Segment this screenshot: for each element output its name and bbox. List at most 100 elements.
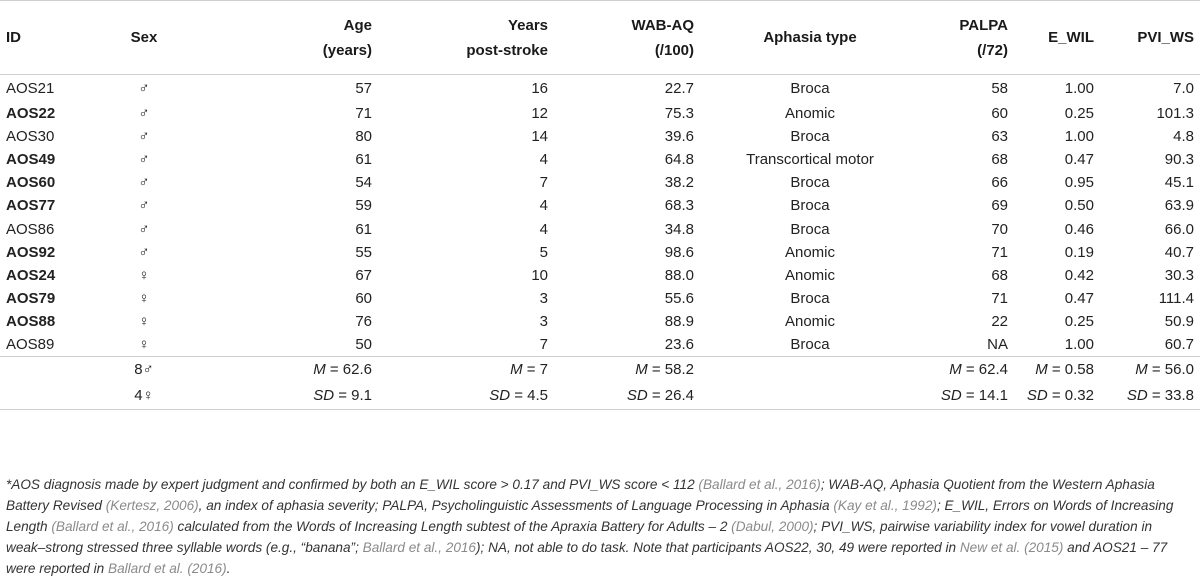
summary-wab-mean: M = 58.2 bbox=[635, 361, 694, 379]
table-row: AOS88 ♀ 76 3 88.9 Anomic 22 0.25 50.9 bbox=[0, 310, 1200, 333]
table-row: AOS86 ♂ 61 4 34.8 Broca 70 0.46 66.0 bbox=[0, 217, 1200, 240]
cell-wab-aq: 68.3 bbox=[664, 197, 694, 215]
summary-pvi-sd: SD = 33.8 bbox=[1126, 387, 1194, 405]
cell-wab-aq: 39.6 bbox=[664, 127, 694, 145]
cell-wab-aq: 88.0 bbox=[664, 266, 694, 284]
cell-e-wil: 0.47 bbox=[1064, 150, 1094, 168]
summary-female-count: 4♀ bbox=[134, 387, 154, 405]
cell-years-post-stroke: 12 bbox=[531, 104, 548, 122]
table-row: AOS30 ♂ 80 14 39.6 Broca 63 1.00 4.8 bbox=[0, 125, 1200, 148]
cell-pvi-ws: 45.1 bbox=[1164, 174, 1194, 192]
cell-wab-aq: 23.6 bbox=[664, 336, 694, 354]
cell-palpa: 66 bbox=[991, 174, 1008, 192]
cell-wab-aq: 22.7 bbox=[664, 79, 694, 97]
cell-years-post-stroke: 7 bbox=[539, 336, 548, 354]
cell-wab-aq: 55.6 bbox=[664, 290, 694, 308]
cell-e-wil: 0.25 bbox=[1064, 313, 1094, 331]
cell-aphasia-type: Broca bbox=[790, 197, 830, 215]
table-row: AOS21 ♂ 57 16 22.7 Broca 58 1.00 7.0 bbox=[0, 75, 1200, 102]
cell-e-wil: 0.47 bbox=[1064, 290, 1094, 308]
cell-sex: ♀ bbox=[138, 266, 150, 284]
cell-palpa: 71 bbox=[991, 243, 1008, 261]
cell-id: AOS89 bbox=[6, 336, 55, 354]
cell-pvi-ws: 66.0 bbox=[1164, 220, 1194, 238]
cell-aphasia-type: Broca bbox=[790, 127, 830, 145]
cell-wab-aq: 98.6 bbox=[664, 243, 694, 261]
cell-e-wil: 0.25 bbox=[1064, 104, 1094, 122]
cell-id: AOS30 bbox=[6, 127, 55, 145]
cell-aphasia-type: Broca bbox=[790, 220, 830, 238]
cell-sex: ♂ bbox=[138, 127, 150, 145]
cell-years-post-stroke: 4 bbox=[539, 197, 548, 215]
footnote-citation: (Ballard et al., 2016) bbox=[51, 519, 174, 534]
cell-sex: ♀ bbox=[138, 313, 150, 331]
cell-id: AOS77 bbox=[6, 197, 56, 215]
summary-aphasia-empty bbox=[700, 383, 920, 410]
header-aphasia-type: Aphasia type bbox=[763, 29, 857, 46]
summary-row-sd: 4♀ SD = 9.1 SD = 4.5 SD = 26.4 SD = 14.1… bbox=[0, 383, 1200, 410]
cell-aphasia-type: Anomic bbox=[784, 243, 836, 261]
cell-id: AOS79 bbox=[6, 290, 56, 308]
table-footnote: *AOS diagnosis made by expert judgment a… bbox=[6, 474, 1194, 579]
cell-years-post-stroke: 14 bbox=[531, 127, 548, 145]
cell-sex: ♀ bbox=[138, 290, 150, 308]
cell-id: AOS22 bbox=[6, 104, 56, 122]
cell-years-post-stroke: 5 bbox=[539, 243, 548, 261]
table-row: AOS60 ♂ 54 7 38.2 Broca 66 0.95 45.1 bbox=[0, 171, 1200, 194]
cell-sex: ♂ bbox=[138, 150, 150, 168]
footnote-text: *AOS diagnosis made by expert judgment a… bbox=[6, 477, 699, 492]
footnote-text: , an index of aphasia severity; PALPA, P… bbox=[198, 498, 834, 513]
footnote-text: and AOS21 – 77 were reported in bbox=[6, 540, 1168, 576]
header-age: Age (years) bbox=[322, 16, 372, 59]
cell-age: 80 bbox=[355, 127, 372, 145]
cell-years-post-stroke: 16 bbox=[531, 79, 548, 97]
participant-table: ID Sex Age (years) Years post-stroke WAB-A… bbox=[0, 0, 1200, 410]
cell-pvi-ws: 101.3 bbox=[1156, 104, 1194, 122]
table-row: AOS77 ♂ 59 4 68.3 Broca 69 0.50 63.9 bbox=[0, 194, 1200, 217]
cell-palpa: 63 bbox=[991, 127, 1008, 145]
cell-palpa: 69 bbox=[991, 197, 1008, 215]
summary-wab-sd: SD = 26.4 bbox=[626, 387, 694, 405]
header-wab-aq: WAB-AQ (/100) bbox=[631, 16, 695, 59]
footnote-text: ; PVI_WS, pairwise variability index for… bbox=[6, 519, 1153, 555]
cell-wab-aq: 75.3 bbox=[664, 104, 694, 122]
cell-sex: ♂ bbox=[138, 104, 150, 122]
cell-age: 71 bbox=[355, 104, 372, 122]
summary-spacer bbox=[0, 357, 96, 384]
cell-e-wil: 1.00 bbox=[1064, 336, 1094, 354]
cell-pvi-ws: 63.9 bbox=[1164, 197, 1194, 215]
summary-body: 8♂ M = 62.6 M = 7 M = 58.2 M = 62.4 M = … bbox=[0, 356, 1200, 410]
cell-aphasia-type: Broca bbox=[790, 290, 830, 308]
summary-spacer bbox=[0, 383, 96, 410]
footnote-text: calculated from the Words of Increasing … bbox=[173, 519, 732, 534]
cell-years-post-stroke: 3 bbox=[539, 313, 548, 331]
cell-e-wil: 0.19 bbox=[1064, 243, 1094, 261]
cell-pvi-ws: 4.8 bbox=[1173, 127, 1194, 145]
summary-pvi-mean: M = 56.0 bbox=[1135, 361, 1194, 379]
table-row: AOS79 ♀ 60 3 55.6 Broca 71 0.47 111.4 bbox=[0, 287, 1200, 310]
cell-aphasia-type: Anomic bbox=[784, 266, 836, 284]
summary-ewil-mean: M = 0.58 bbox=[1035, 361, 1094, 379]
footnote-citation: (Kay et al., 1992) bbox=[833, 498, 937, 513]
summary-years-mean: M = 7 bbox=[510, 361, 548, 379]
cell-pvi-ws: 90.3 bbox=[1164, 150, 1194, 168]
cell-wab-aq: 88.9 bbox=[664, 313, 694, 331]
cell-wab-aq: 34.8 bbox=[664, 220, 694, 238]
cell-wab-aq: 38.2 bbox=[664, 174, 694, 192]
cell-palpa: 58 bbox=[991, 79, 1008, 97]
cell-age: 61 bbox=[355, 150, 372, 168]
cell-sex: ♂ bbox=[138, 220, 150, 238]
cell-years-post-stroke: 3 bbox=[539, 290, 548, 308]
header-id: ID bbox=[6, 29, 21, 46]
cell-years-post-stroke: 10 bbox=[531, 266, 548, 284]
summary-male-count: 8♂ bbox=[134, 361, 154, 379]
footnote-text: ; WAB-AQ, Aphasia Quotient from the West… bbox=[6, 477, 1155, 513]
cell-sex: ♂ bbox=[138, 243, 150, 261]
footnote-citation: (Dabul, 2000) bbox=[731, 519, 814, 534]
cell-palpa: 60 bbox=[991, 104, 1008, 122]
cell-id: AOS88 bbox=[6, 313, 56, 331]
table-row: AOS49 ♂ 61 4 64.8 Transcortical motor 68 0.47 90… bbox=[0, 148, 1200, 171]
cell-pvi-ws: 40.7 bbox=[1164, 243, 1194, 261]
header-e-wil: E_WIL bbox=[1048, 29, 1094, 46]
